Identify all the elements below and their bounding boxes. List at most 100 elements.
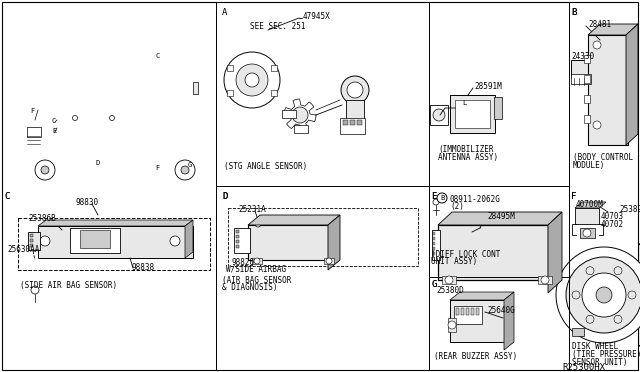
Circle shape bbox=[437, 193, 447, 203]
Circle shape bbox=[542, 233, 640, 357]
Bar bbox=[324, 258, 334, 264]
Circle shape bbox=[448, 321, 456, 329]
Bar bbox=[227, 64, 234, 71]
Circle shape bbox=[255, 221, 261, 227]
Bar bbox=[538, 276, 552, 284]
Bar bbox=[28, 232, 40, 250]
Text: 40703: 40703 bbox=[601, 212, 624, 221]
Bar bbox=[236, 230, 239, 233]
Circle shape bbox=[593, 121, 601, 129]
Bar bbox=[27, 127, 41, 137]
Polygon shape bbox=[450, 292, 514, 300]
Text: 28495M: 28495M bbox=[487, 212, 515, 221]
Polygon shape bbox=[328, 215, 340, 270]
Bar bbox=[282, 110, 296, 118]
Bar bbox=[30, 234, 33, 237]
Bar bbox=[350, 120, 355, 125]
Circle shape bbox=[541, 276, 549, 284]
Bar bbox=[30, 239, 33, 242]
Text: DISK WHEEL: DISK WHEEL bbox=[572, 342, 618, 351]
Bar bbox=[433, 252, 435, 255]
Text: 98838: 98838 bbox=[131, 263, 154, 272]
Text: 08911-2062G: 08911-2062G bbox=[450, 195, 501, 204]
Text: (BODY CONTROL: (BODY CONTROL bbox=[573, 153, 633, 162]
Text: UNIT ASSY): UNIT ASSY) bbox=[431, 257, 477, 266]
Text: (DIFF LOCK CONT: (DIFF LOCK CONT bbox=[431, 250, 500, 259]
Bar bbox=[584, 115, 590, 123]
Text: (SIDE AIR BAG SENSOR): (SIDE AIR BAG SENSOR) bbox=[20, 281, 117, 290]
Circle shape bbox=[292, 107, 308, 123]
Text: MODULE): MODULE) bbox=[573, 161, 605, 170]
Bar bbox=[234, 228, 250, 253]
Text: B: B bbox=[440, 195, 444, 201]
Circle shape bbox=[347, 82, 363, 98]
Circle shape bbox=[572, 291, 580, 299]
Text: (2): (2) bbox=[450, 202, 464, 211]
Bar bbox=[271, 64, 276, 71]
Circle shape bbox=[175, 160, 195, 180]
Text: 40702: 40702 bbox=[601, 220, 624, 229]
Text: C: C bbox=[4, 192, 10, 201]
Circle shape bbox=[245, 73, 259, 87]
Bar bbox=[455, 100, 490, 128]
Text: F: F bbox=[30, 108, 35, 114]
Circle shape bbox=[628, 291, 636, 299]
Bar bbox=[30, 244, 33, 247]
Bar bbox=[294, 125, 308, 133]
Text: W/SIDE AIRBAG: W/SIDE AIRBAG bbox=[226, 265, 286, 274]
Text: A: A bbox=[222, 8, 227, 17]
Circle shape bbox=[35, 160, 55, 180]
Text: F: F bbox=[571, 192, 577, 201]
Bar bbox=[236, 240, 239, 243]
Circle shape bbox=[445, 276, 453, 284]
Text: 24330: 24330 bbox=[571, 52, 594, 61]
Text: SENSOR UNIT): SENSOR UNIT) bbox=[572, 358, 627, 367]
Bar bbox=[454, 306, 482, 324]
Circle shape bbox=[27, 152, 63, 188]
Text: & DIAGNOSIS): & DIAGNOSIS) bbox=[222, 283, 278, 292]
Text: 25380D: 25380D bbox=[436, 286, 464, 295]
Polygon shape bbox=[588, 24, 638, 35]
Bar bbox=[193, 82, 198, 94]
Text: 25389B: 25389B bbox=[619, 205, 640, 214]
Bar bbox=[271, 90, 276, 96]
Text: C: C bbox=[52, 118, 56, 124]
Bar bbox=[227, 90, 234, 96]
Bar bbox=[584, 95, 590, 103]
Text: F: F bbox=[571, 192, 577, 201]
Circle shape bbox=[593, 41, 601, 49]
Bar bbox=[236, 235, 239, 238]
Circle shape bbox=[236, 64, 268, 96]
Circle shape bbox=[326, 258, 332, 264]
Circle shape bbox=[586, 315, 594, 323]
Text: G: G bbox=[431, 280, 436, 289]
Polygon shape bbox=[38, 220, 193, 226]
Text: G: G bbox=[431, 280, 436, 289]
Text: 25231A: 25231A bbox=[238, 205, 266, 214]
Circle shape bbox=[433, 199, 439, 205]
Bar bbox=[346, 100, 364, 120]
Bar bbox=[588, 35, 628, 145]
Circle shape bbox=[167, 152, 203, 188]
Text: (AIR BAG SENSOR: (AIR BAG SENSOR bbox=[222, 276, 291, 285]
Bar bbox=[252, 258, 262, 264]
Text: 40700M: 40700M bbox=[576, 200, 604, 209]
Text: (STG ANGLE SENSOR): (STG ANGLE SENSOR) bbox=[224, 162, 307, 171]
Bar bbox=[571, 60, 591, 78]
Bar bbox=[584, 75, 590, 83]
Bar bbox=[572, 328, 584, 336]
Bar bbox=[450, 95, 495, 133]
Bar bbox=[448, 318, 456, 332]
Bar bbox=[476, 308, 479, 315]
Bar bbox=[432, 230, 440, 260]
Bar bbox=[442, 276, 456, 284]
Text: E: E bbox=[431, 192, 436, 201]
Text: 25630AA: 25630AA bbox=[7, 245, 40, 254]
Circle shape bbox=[170, 236, 180, 246]
Circle shape bbox=[582, 273, 626, 317]
Text: D: D bbox=[222, 192, 227, 201]
Text: E: E bbox=[52, 128, 56, 134]
Text: B: B bbox=[571, 8, 577, 17]
Bar bbox=[584, 55, 590, 63]
Bar bbox=[18, 218, 210, 270]
